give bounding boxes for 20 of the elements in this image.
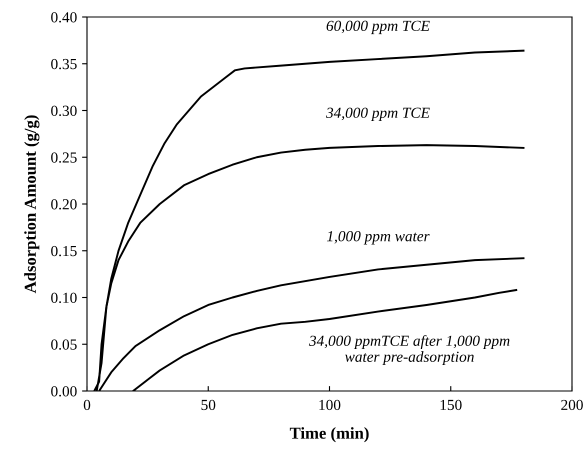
y-axis-title: Adsorption Amount (g/g) xyxy=(24,115,40,294)
series-label: 34,000 ppmTCE after 1,000 ppm water pre-adsorption xyxy=(308,335,510,366)
x-tick-label: 200 xyxy=(561,400,583,410)
y-tick-label: 0.20 xyxy=(51,199,77,210)
y-tick-label: 0.25 xyxy=(51,152,77,163)
series-label: 1,000 ppm water xyxy=(326,231,430,244)
series-label: 60,000 ppm TCE xyxy=(326,20,430,34)
x-tick-label: 100 xyxy=(319,400,340,410)
y-tick-label: 0.05 xyxy=(51,339,77,350)
x-tick-label: 150 xyxy=(440,400,462,410)
series-label: 34,000 ppm TCE xyxy=(326,108,430,122)
y-tick-label: 0.15 xyxy=(51,246,77,256)
x-axis-title: Time (min) xyxy=(290,427,369,442)
y-tick-label: 0.40 xyxy=(51,12,77,23)
y-tick-label: 0.35 xyxy=(51,58,77,70)
y-tick-label: 0.30 xyxy=(51,106,77,116)
y-tick-label: 0.00 xyxy=(51,386,77,397)
y-tick-label: 0.10 xyxy=(51,292,77,304)
x-tick-label: 0 xyxy=(84,400,90,410)
x-tick-label: 50 xyxy=(202,400,216,410)
